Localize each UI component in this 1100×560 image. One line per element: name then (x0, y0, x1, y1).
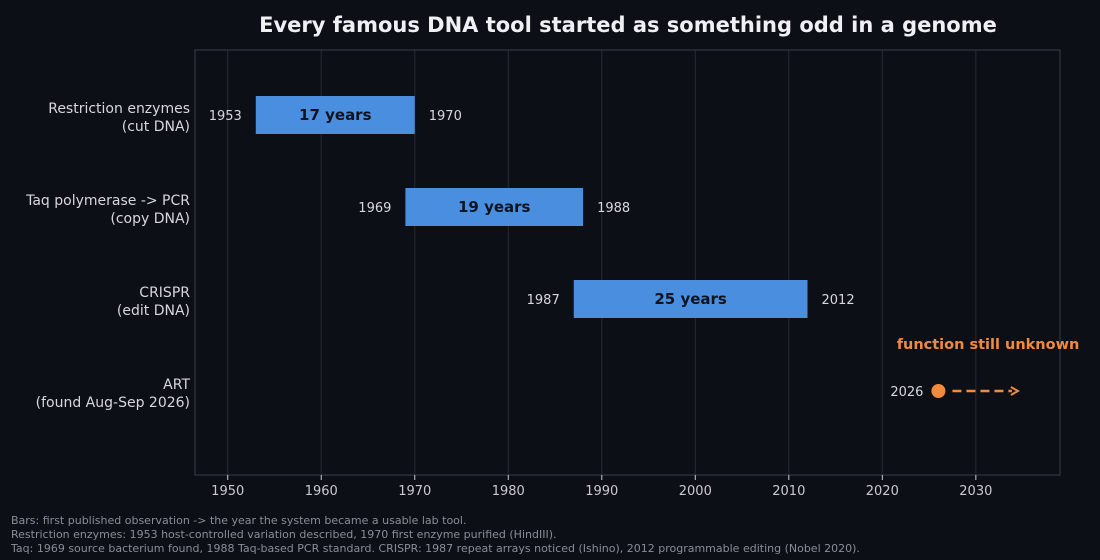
bar-start-label-2: 1987 (527, 293, 560, 308)
x-tick-label-1950: 1950 (211, 484, 244, 499)
bar-end-label-1: 1988 (597, 201, 630, 216)
footnote-line-2: Restriction enzymes: 1953 host-controlle… (11, 528, 557, 541)
bar-end-label-2: 2012 (822, 293, 855, 308)
plot-frame (194, 49, 1061, 476)
x-tick-label-1990: 1990 (585, 484, 618, 499)
y-label-3-line-2: (found Aug-Sep 2026) (36, 395, 190, 411)
open-item-arrow-head (1010, 386, 1020, 396)
open-item-marker (931, 384, 946, 398)
y-label-0-line-2: (cut DNA) (122, 119, 190, 135)
x-tick-label-2020: 2020 (866, 484, 899, 499)
bar-start-label-1: 1969 (358, 201, 391, 216)
bar-1 (405, 188, 584, 226)
y-label-1-line-2: (copy DNA) (110, 211, 190, 227)
chart-area: Every famous DNA tool started as somethi… (25, 13, 1080, 499)
footnote-line-3: Taq: 1969 source bacterium found, 1988 T… (11, 542, 860, 555)
y-label-3-line-1: ART (163, 377, 190, 393)
y-label-2-line-2: (edit DNA) (117, 303, 190, 319)
bar-2 (573, 280, 808, 318)
y-label-1-line-1: Taq polymerase -> PCR (25, 193, 190, 209)
bar-start-label-0: 1953 (209, 109, 242, 124)
open-item-annotation: function still unknown (897, 337, 1080, 353)
x-tick-label-1960: 1960 (305, 484, 338, 499)
x-tick-label-1970: 1970 (398, 484, 431, 499)
bar-duration-label-1: 19 years (458, 198, 531, 216)
x-tick-label-1980: 1980 (492, 484, 525, 499)
footnote-line-1: Bars: first published observation -> the… (11, 514, 467, 527)
bar-end-label-0: 1970 (429, 109, 462, 124)
open-item-start-label: 2026 (890, 385, 923, 400)
y-label-2-line-1: CRISPR (139, 285, 190, 301)
bar-duration-label-0: 17 years (299, 106, 372, 124)
y-label-0-line-1: Restriction enzymes (48, 101, 190, 117)
chart-title: Every famous DNA tool started as somethi… (259, 13, 997, 37)
x-tick-label-2030: 2030 (959, 484, 992, 499)
bar-0 (255, 96, 415, 134)
x-tick-label-2000: 2000 (679, 484, 712, 499)
bar-duration-label-2: 25 years (654, 290, 727, 308)
x-tick-label-2010: 2010 (772, 484, 805, 499)
